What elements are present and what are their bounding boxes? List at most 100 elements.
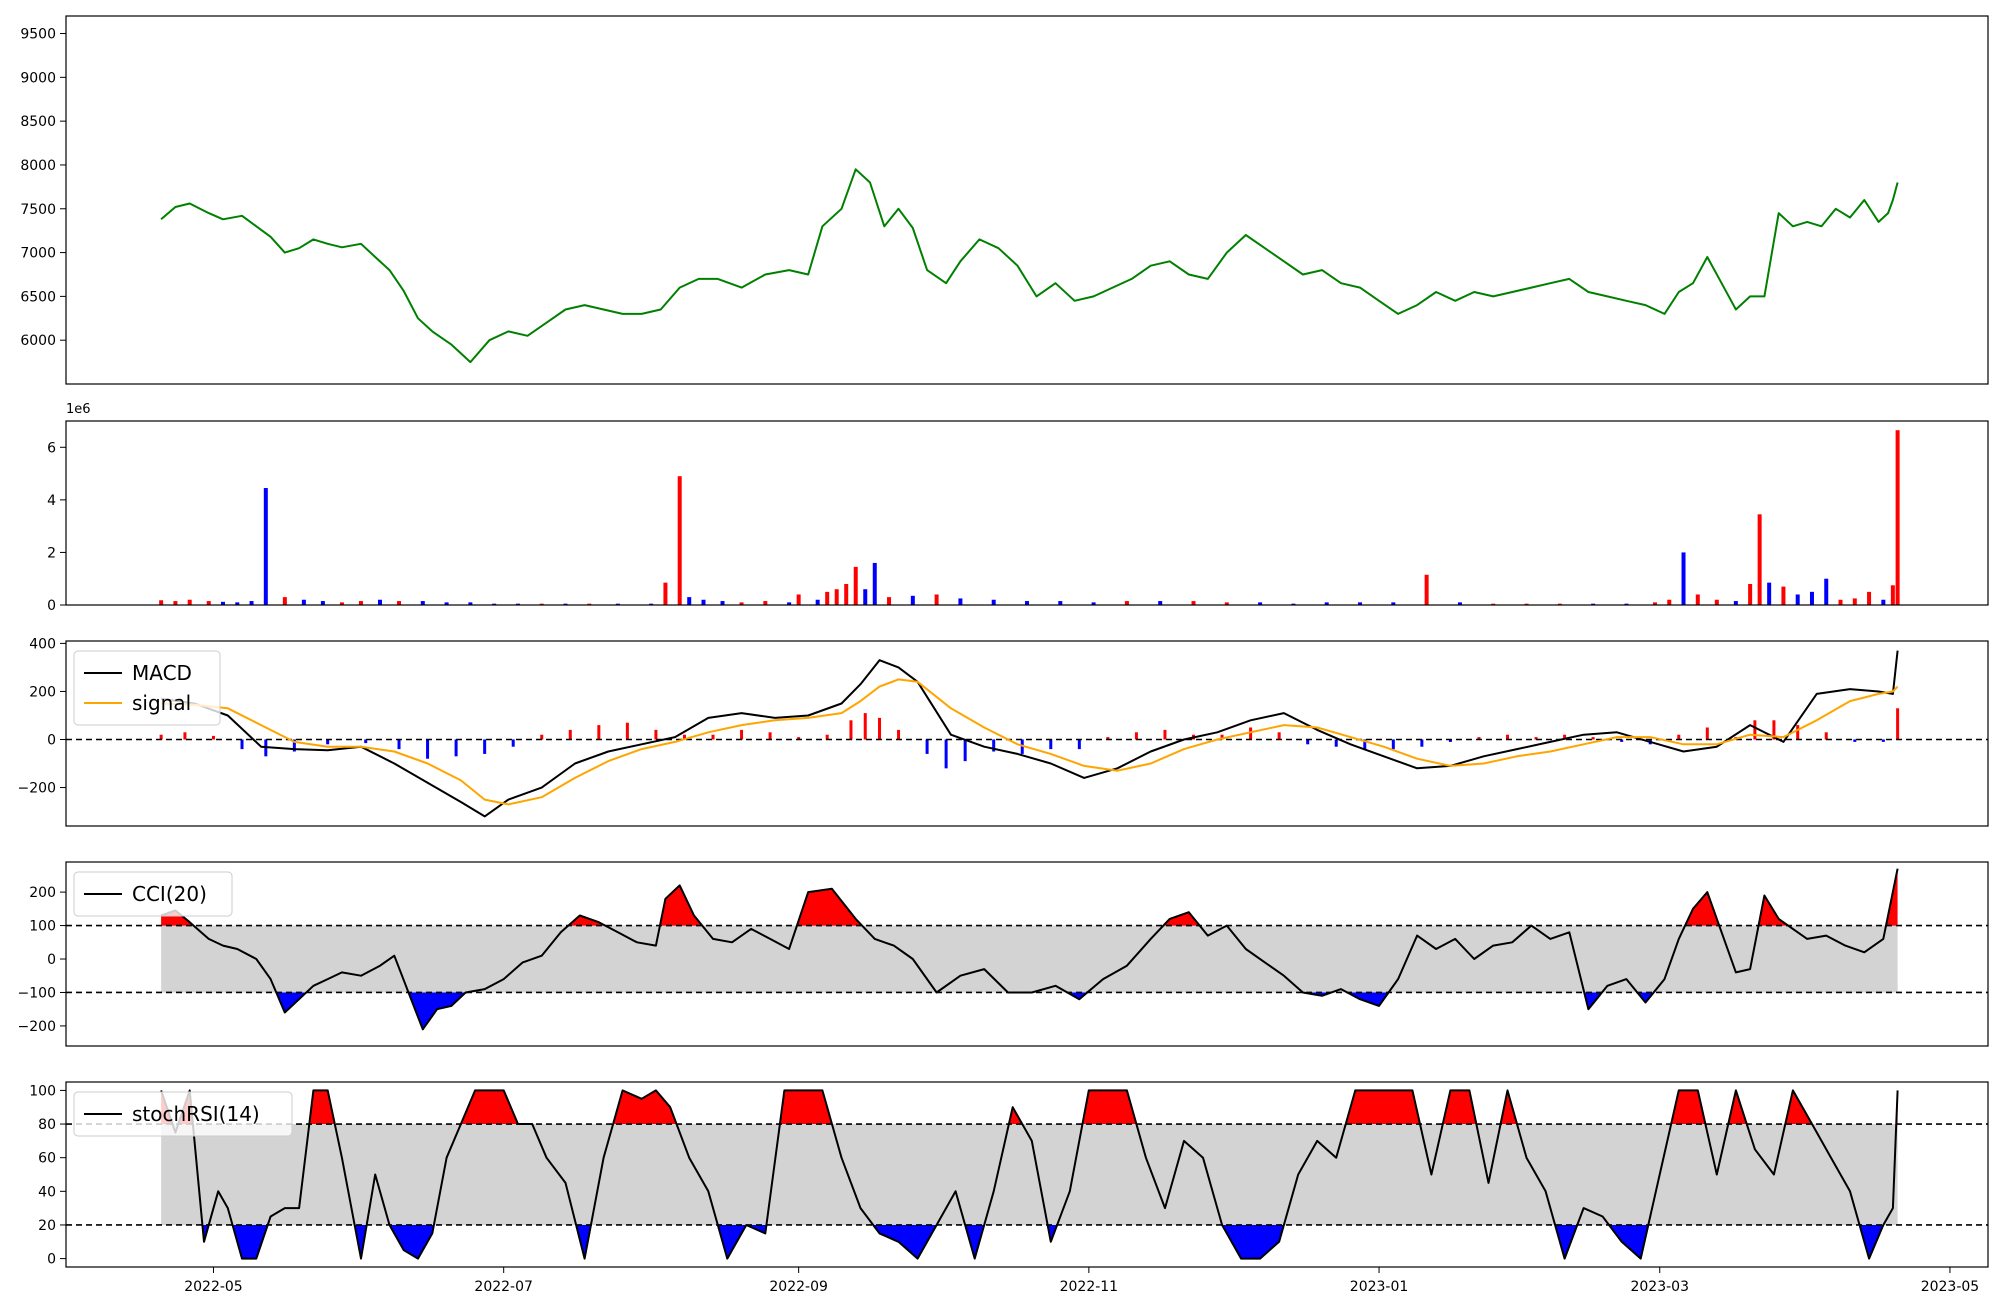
- volume-bar: [1781, 586, 1786, 605]
- xtick-label: 2023-01: [1350, 1279, 1409, 1295]
- price-ytick-label: 7500: [20, 202, 56, 218]
- volume-bar: [397, 601, 402, 605]
- stochrsi-oversold-fill: [1555, 1225, 1578, 1259]
- date-x-axis: 2022-05 2022-07 2022-09 2022-11 2023-01 2023-…: [184, 1267, 1979, 1295]
- cci-ytick-label: 100: [29, 919, 56, 935]
- stochrsi-axes-frame: [65, 1081, 1989, 1268]
- macd-histogram-bar: [1620, 739, 1624, 742]
- stochrsi-ytick-label: 40: [38, 1184, 56, 1200]
- volume-bar: [1258, 602, 1263, 605]
- stochrsi-overbought-fill: [1345, 1090, 1420, 1124]
- volume-bar: [1358, 602, 1363, 605]
- stochrsi-oversold-fill: [576, 1225, 591, 1259]
- macd-histogram-bar: [1772, 720, 1776, 740]
- volume-bar: [1852, 598, 1857, 605]
- stochrsi-neutral-band: [161, 1124, 1898, 1225]
- volume-bar: [991, 599, 996, 605]
- xtick-label: 2022-07: [474, 1279, 533, 1295]
- stochrsi-overbought-fill: [1500, 1090, 1517, 1124]
- volume-bar: [844, 583, 849, 605]
- macd-histogram-bar: [925, 739, 929, 754]
- cci-oversold-fill: [276, 992, 307, 1013]
- volume-bar: [1895, 430, 1900, 605]
- volume-bar: [1457, 602, 1462, 605]
- volume-offset-label: 1e6: [66, 402, 91, 417]
- macd-histogram-bar: [511, 739, 515, 747]
- volume-bar: [1714, 599, 1719, 605]
- macd-histogram-bar: [1106, 737, 1110, 740]
- macd-histogram-bar: [1591, 737, 1595, 740]
- volume-bar: [1491, 603, 1496, 605]
- macd-histogram-bar: [211, 735, 215, 740]
- cci-ytick-label: 0: [47, 952, 56, 968]
- stochrsi-overbought-fill: [613, 1090, 677, 1124]
- macd-histogram-bar: [183, 732, 187, 740]
- stochrsi-overbought-fill: [1442, 1090, 1477, 1124]
- xtick-label: 2022-11: [1060, 1279, 1119, 1295]
- volume-bar: [377, 599, 382, 605]
- price-panel: 6000 6500 7000 7500 8000 8500 9000 9500: [20, 15, 1989, 385]
- price-ytick-label: 8000: [20, 158, 56, 174]
- macd-ytick-label: 400: [29, 636, 56, 652]
- macd-histogram-bar: [625, 722, 629, 740]
- macd-histogram-bar: [797, 737, 801, 740]
- macd-histogram-bar: [740, 729, 744, 740]
- volume-bar: [320, 601, 325, 605]
- volume-bar: [1809, 591, 1814, 605]
- price-ytick-label: 9500: [20, 27, 56, 43]
- volume-bar: [663, 582, 668, 605]
- volume-bar: [1025, 601, 1029, 605]
- macd-histogram-bar: [963, 739, 967, 762]
- volume-bar: [1767, 582, 1772, 605]
- stochrsi-overbought-fill: [460, 1090, 518, 1124]
- volume-bar: [173, 601, 178, 605]
- volume-bar: [1624, 603, 1629, 605]
- price-ytick-label: 9000: [20, 70, 56, 86]
- xtick-label: 2022-05: [184, 1279, 243, 1295]
- cci-line: [160, 868, 1899, 1031]
- macd-histogram-bar: [654, 729, 658, 740]
- macd-histogram-bar: [1391, 739, 1395, 750]
- volume-bar: [615, 603, 620, 605]
- stochrsi-legend-label: stochRSI(14): [132, 1102, 260, 1126]
- xtick-label: 2023-03: [1630, 1279, 1689, 1295]
- volume-bar: [720, 601, 725, 605]
- macd-histogram-bar: [1677, 734, 1681, 740]
- cci-neutral-band: [161, 925, 1898, 993]
- volume-bar: [1591, 603, 1596, 605]
- volume-bar: [1795, 594, 1800, 605]
- volume-bar: [1224, 602, 1229, 605]
- volume-bar: [887, 597, 892, 605]
- volume-bar: [339, 602, 344, 605]
- stochrsi-line: [160, 1089, 1899, 1260]
- cci-oversold-fill: [1347, 992, 1389, 1006]
- macd-histogram-bar: [1363, 739, 1367, 750]
- volume-ytick-label: 4: [47, 493, 56, 509]
- cci-panel: −200 −100 0 100 200 CCI(20): [18, 861, 1989, 1047]
- volume-bar: [1890, 585, 1895, 605]
- volume-bar: [1058, 601, 1063, 605]
- cci-oversold-fill: [408, 992, 466, 1030]
- macd-histogram-bar: [1163, 729, 1167, 740]
- macd-histogram-bar: [1824, 732, 1828, 740]
- volume-ytick-label: 6: [47, 440, 56, 456]
- macd-histogram-bar: [897, 729, 901, 740]
- volume-bar: [825, 591, 830, 605]
- macd-histogram-bar: [1448, 739, 1452, 742]
- volume-bar: [444, 602, 449, 605]
- macd-histogram-bar: [1334, 739, 1338, 747]
- volume-bar: [1652, 602, 1657, 605]
- macd-histogram-bar: [768, 732, 772, 740]
- volume-bar: [420, 601, 425, 605]
- volume-bar: [563, 603, 568, 605]
- volume-bar: [739, 602, 744, 605]
- stochrsi-ytick-label: 80: [38, 1117, 56, 1133]
- macd-histogram-bar: [397, 739, 401, 750]
- volume-bar: [1158, 601, 1163, 605]
- volume-ytick-label: 0: [47, 598, 56, 614]
- macd-histogram-bar: [292, 739, 296, 752]
- macd-histogram-bar: [1853, 739, 1857, 742]
- volume-bar: [796, 594, 801, 605]
- macd-ytick-label: 0: [47, 733, 56, 749]
- volume-axes-frame: [65, 420, 1989, 606]
